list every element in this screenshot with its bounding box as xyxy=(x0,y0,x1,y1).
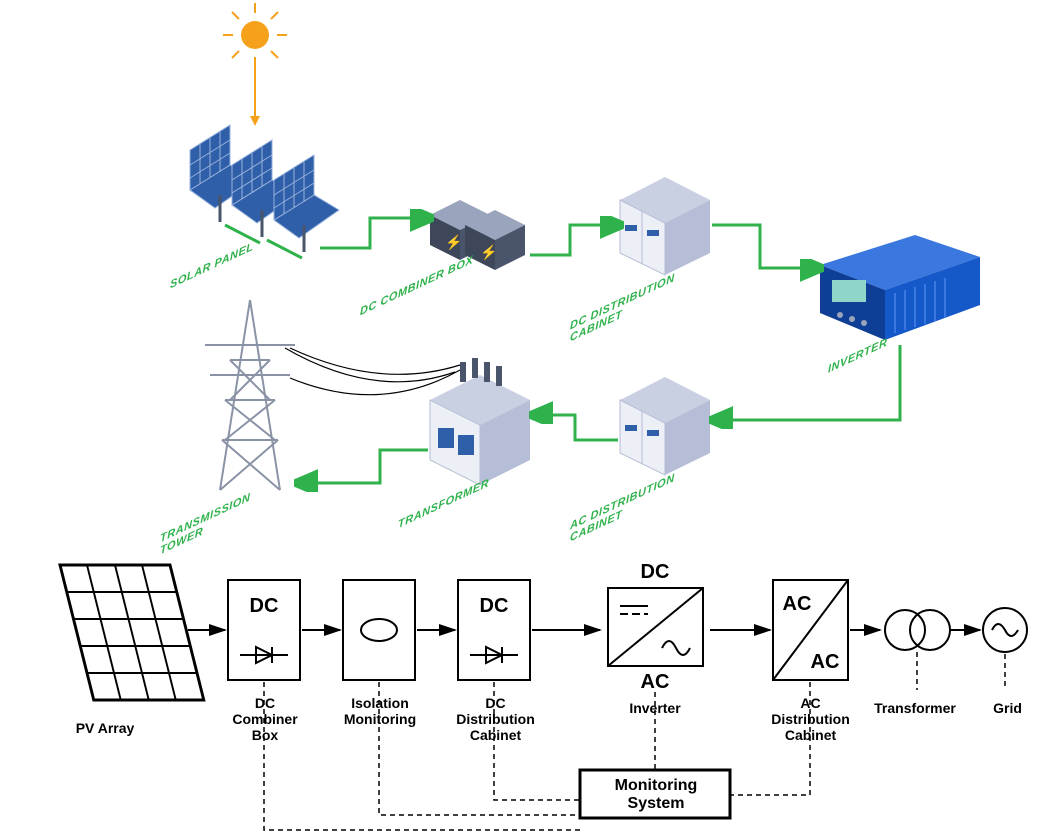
svg-text:⚡: ⚡ xyxy=(480,244,497,261)
schem-grid xyxy=(983,608,1027,652)
schem-dc-dist: DC xyxy=(458,580,530,680)
inverter-icon xyxy=(820,235,980,340)
dc-combiner-icon: ⚡ ⚡ xyxy=(430,200,525,270)
label-pv: PV Array xyxy=(55,720,155,736)
svg-text:AC: AC xyxy=(783,593,812,615)
dc-dist-icon xyxy=(620,177,710,275)
svg-text:AC: AC xyxy=(641,671,670,693)
svg-text:AC: AC xyxy=(811,651,840,673)
flow-path xyxy=(225,218,900,483)
label-inverter-s: Inverter xyxy=(615,700,695,716)
svg-text:⚡: ⚡ xyxy=(445,234,462,251)
schem-transformer xyxy=(885,610,950,650)
iso-diagram: ⚡ ⚡ xyxy=(0,0,1060,540)
solar-panel-icon xyxy=(190,125,339,252)
svg-text:DC: DC xyxy=(480,595,509,617)
schem-isolation xyxy=(343,580,415,680)
label-isolation: Isolation Monitoring xyxy=(335,695,425,727)
schem-dc-combiner: DC xyxy=(228,580,300,680)
diagram-stage: ⚡ ⚡ xyxy=(0,0,1060,833)
label-grid: Grid xyxy=(980,700,1035,716)
label-monitoring: Monitoring System xyxy=(586,777,726,814)
ac-dist-icon xyxy=(620,377,710,475)
svg-text:DC: DC xyxy=(250,595,279,617)
label-dc-combiner-s: DC Combiner Box xyxy=(225,695,305,743)
schem-ac-dist: AC AC xyxy=(773,580,848,680)
schematic-diagram: DC DC DC AC AC AC xyxy=(0,540,1060,840)
tower-icon xyxy=(205,300,460,490)
label-dc-dist-s: DC Distribution Cabinet xyxy=(448,695,543,743)
svg-text:DC: DC xyxy=(641,561,670,583)
label-ac-dist-s: AC Distribution Cabinet xyxy=(763,695,858,743)
label-transformer-s: Transformer xyxy=(865,700,965,716)
pv-array-icon xyxy=(60,565,204,700)
schem-inverter: DC AC xyxy=(608,561,703,693)
sun-icon xyxy=(223,3,287,126)
